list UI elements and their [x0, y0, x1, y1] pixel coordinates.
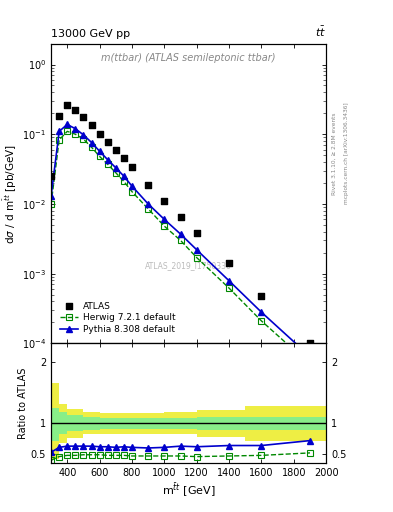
Pythia 8.308 default [73, 125, 78, 132]
Text: mcplots.cern.ch [arXiv:1306.3436]: mcplots.cern.ch [arXiv:1306.3436] [344, 103, 349, 204]
Herwig 7.2.1 default [89, 144, 94, 151]
Pythia 8.308 default [89, 139, 94, 145]
ATLAS [307, 339, 313, 348]
Pythia 8.308 default [81, 132, 86, 138]
ATLAS [258, 292, 264, 300]
Pythia 8.308 default [227, 278, 231, 284]
Text: m(ttbar) (ATLAS semileptonic ttbar): m(ttbar) (ATLAS semileptonic ttbar) [101, 53, 276, 62]
Pythia 8.308 default [178, 231, 183, 237]
Pythia 8.308 default [146, 201, 151, 207]
ATLAS [105, 138, 111, 146]
ATLAS [88, 121, 95, 129]
Herwig 7.2.1 default [146, 206, 151, 212]
Herwig 7.2.1 default [57, 137, 62, 143]
Text: $t\bar{t}$: $t\bar{t}$ [315, 25, 326, 39]
Text: 13000 GeV pp: 13000 GeV pp [51, 29, 130, 39]
ATLAS [226, 260, 232, 268]
Herwig 7.2.1 default [178, 238, 183, 244]
ATLAS [72, 106, 79, 115]
ATLAS [64, 101, 70, 110]
Pythia 8.308 default [308, 353, 312, 359]
X-axis label: m$^{\bar{t}t}$ [GeV]: m$^{\bar{t}t}$ [GeV] [162, 481, 215, 499]
Herwig 7.2.1 default [121, 178, 126, 184]
Herwig 7.2.1 default [49, 201, 53, 207]
Herwig 7.2.1 default [227, 285, 231, 291]
Herwig 7.2.1 default [81, 136, 86, 142]
Pythia 8.308 default [259, 309, 264, 315]
Pythia 8.308 default [114, 165, 118, 171]
Pythia 8.308 default [121, 173, 126, 179]
ATLAS [56, 112, 62, 120]
ATLAS [48, 172, 54, 180]
Pythia 8.308 default [65, 121, 70, 127]
ATLAS [121, 154, 127, 162]
Herwig 7.2.1 default [162, 223, 167, 229]
ATLAS [113, 145, 119, 154]
Herwig 7.2.1 default [73, 131, 78, 137]
Herwig 7.2.1 default [105, 161, 110, 167]
ATLAS [177, 212, 184, 221]
Text: Rivet 3.1.10, ≥ 2.8M events: Rivet 3.1.10, ≥ 2.8M events [332, 112, 337, 195]
Herwig 7.2.1 default [130, 188, 134, 195]
Herwig 7.2.1 default [114, 169, 118, 176]
Line: Pythia 8.308 default: Pythia 8.308 default [48, 122, 313, 359]
Pythia 8.308 default [49, 193, 53, 199]
ATLAS [129, 163, 135, 171]
Pythia 8.308 default [130, 183, 134, 189]
ATLAS [97, 130, 103, 138]
ATLAS [161, 197, 167, 205]
Pythia 8.308 default [97, 148, 102, 154]
ATLAS [145, 180, 151, 188]
Pythia 8.308 default [195, 247, 199, 253]
Pythia 8.308 default [162, 217, 167, 223]
Text: ATLAS_2019_I1750330: ATLAS_2019_I1750330 [145, 261, 232, 270]
Legend: ATLAS, Herwig 7.2.1 default, Pythia 8.308 default: ATLAS, Herwig 7.2.1 default, Pythia 8.30… [58, 300, 177, 336]
Y-axis label: d$\sigma$ / d m$^{\bar{t}t}$ [pb/GeV]: d$\sigma$ / d m$^{\bar{t}t}$ [pb/GeV] [2, 143, 19, 244]
Pythia 8.308 default [105, 157, 110, 163]
ATLAS [80, 113, 86, 121]
Herwig 7.2.1 default [195, 254, 199, 261]
Herwig 7.2.1 default [308, 361, 312, 368]
Y-axis label: Ratio to ATLAS: Ratio to ATLAS [18, 368, 28, 439]
ATLAS [194, 229, 200, 238]
Herwig 7.2.1 default [65, 129, 70, 135]
Pythia 8.308 default [57, 129, 62, 135]
Herwig 7.2.1 default [97, 154, 102, 160]
Line: Herwig 7.2.1 default: Herwig 7.2.1 default [48, 129, 313, 367]
Herwig 7.2.1 default [259, 318, 264, 324]
